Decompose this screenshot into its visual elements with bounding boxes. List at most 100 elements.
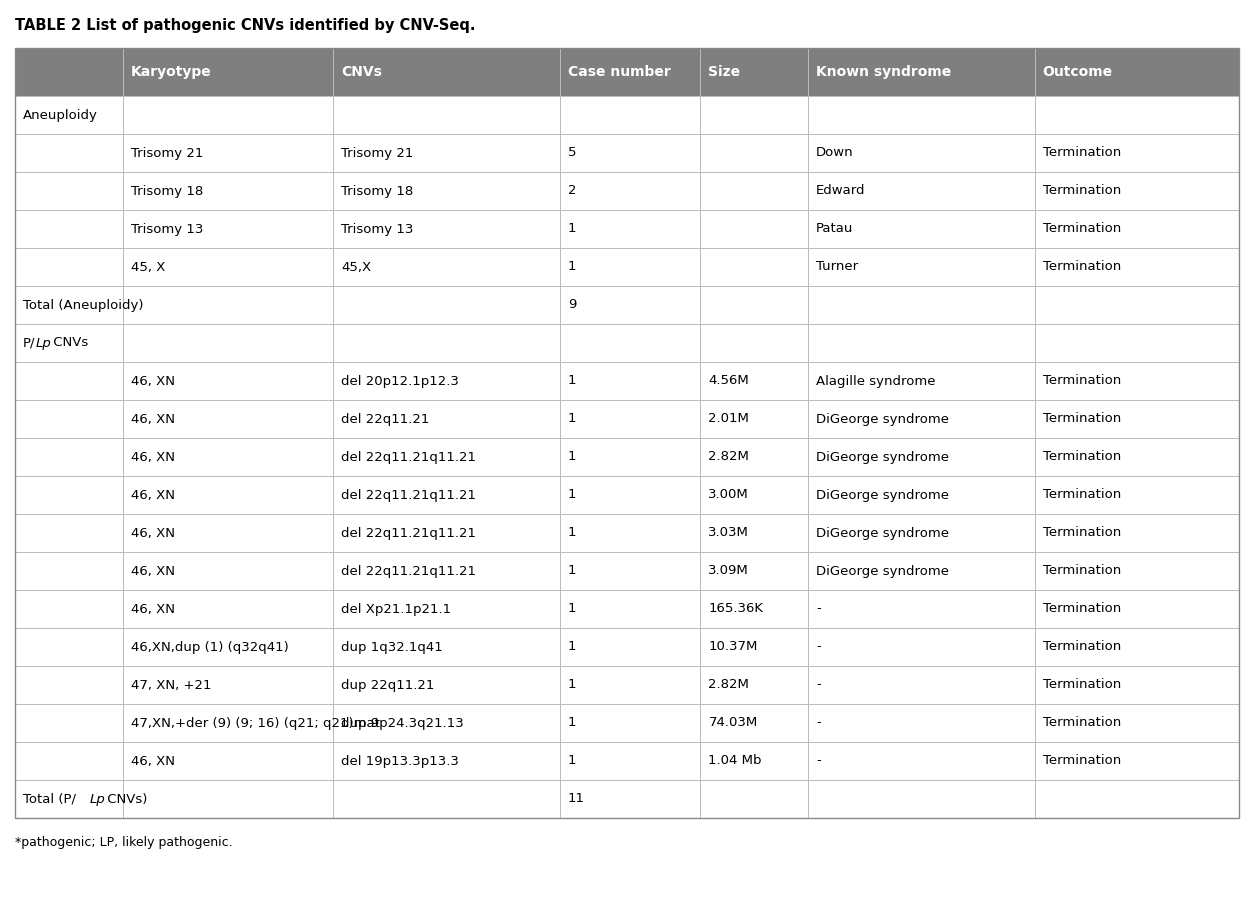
Bar xyxy=(701,96,808,134)
Bar xyxy=(334,552,559,590)
Bar xyxy=(808,628,1035,666)
Bar xyxy=(559,628,701,666)
Text: TABLE 2 List of pathogenic CNVs identified by CNV-Seq.: TABLE 2 List of pathogenic CNVs identifi… xyxy=(15,18,475,33)
Bar xyxy=(15,666,123,704)
Bar xyxy=(559,666,701,704)
Text: dup 9p24.3q21.13: dup 9p24.3q21.13 xyxy=(341,716,464,729)
Bar xyxy=(808,286,1035,324)
Text: Termination: Termination xyxy=(1042,489,1121,501)
Bar xyxy=(701,324,808,362)
Bar xyxy=(15,476,123,514)
Text: 1: 1 xyxy=(568,489,576,501)
Text: del 22q11.21q11.21: del 22q11.21q11.21 xyxy=(341,489,477,501)
Bar xyxy=(701,48,808,96)
Text: -: - xyxy=(816,602,821,616)
Bar xyxy=(15,628,123,666)
Bar xyxy=(808,476,1035,514)
Bar xyxy=(334,172,559,210)
Bar xyxy=(334,476,559,514)
Bar xyxy=(1035,742,1239,780)
Bar xyxy=(808,172,1035,210)
Bar xyxy=(334,210,559,248)
Bar xyxy=(808,514,1035,552)
Text: del 19p13.3p13.3: del 19p13.3p13.3 xyxy=(341,755,459,768)
Text: Turner: Turner xyxy=(816,261,858,274)
Text: Termination: Termination xyxy=(1042,450,1121,464)
Text: 1: 1 xyxy=(568,679,576,692)
Text: DiGeorge syndrome: DiGeorge syndrome xyxy=(816,565,949,577)
Text: 45, X: 45, X xyxy=(130,261,166,274)
Bar xyxy=(559,48,701,96)
Bar xyxy=(123,514,334,552)
Bar xyxy=(334,704,559,742)
Bar xyxy=(559,552,701,590)
Bar xyxy=(1035,362,1239,400)
Text: del 22q11.21: del 22q11.21 xyxy=(341,413,430,425)
Bar xyxy=(334,742,559,780)
Bar xyxy=(123,210,334,248)
Text: 47,XN,+der (9) (9; 16) (q21; q21)mat: 47,XN,+der (9) (9; 16) (q21; q21)mat xyxy=(130,716,380,729)
Text: del 22q11.21q11.21: del 22q11.21q11.21 xyxy=(341,565,477,577)
Bar xyxy=(123,552,334,590)
Text: 165.36K: 165.36K xyxy=(709,602,764,616)
Bar xyxy=(808,438,1035,476)
Text: Termination: Termination xyxy=(1042,755,1121,768)
Bar xyxy=(808,666,1035,704)
Bar xyxy=(808,742,1035,780)
Bar xyxy=(123,780,334,818)
Text: 1: 1 xyxy=(568,222,576,235)
Bar xyxy=(15,438,123,476)
Text: Termination: Termination xyxy=(1042,679,1121,692)
Text: Down: Down xyxy=(816,146,854,159)
Bar xyxy=(334,666,559,704)
Bar xyxy=(334,400,559,438)
Text: *pathogenic; LP, likely pathogenic.: *pathogenic; LP, likely pathogenic. xyxy=(15,836,233,849)
Bar xyxy=(334,628,559,666)
Bar xyxy=(334,362,559,400)
Text: 1.04 Mb: 1.04 Mb xyxy=(709,755,762,768)
Bar xyxy=(808,400,1035,438)
Bar xyxy=(559,210,701,248)
Text: del 22q11.21q11.21: del 22q11.21q11.21 xyxy=(341,450,477,464)
Text: 4.56M: 4.56M xyxy=(709,374,749,387)
Bar xyxy=(1035,514,1239,552)
Bar xyxy=(1035,134,1239,172)
Text: Edward: Edward xyxy=(816,185,865,198)
Text: del 22q11.21q11.21: del 22q11.21q11.21 xyxy=(341,526,477,540)
Bar xyxy=(334,48,559,96)
Text: CNVs: CNVs xyxy=(341,65,382,79)
Text: 1: 1 xyxy=(568,374,576,387)
Bar xyxy=(1035,552,1239,590)
Text: -: - xyxy=(816,716,821,729)
Text: Lp: Lp xyxy=(90,792,105,805)
Bar xyxy=(334,438,559,476)
Bar xyxy=(334,514,559,552)
Text: DiGeorge syndrome: DiGeorge syndrome xyxy=(816,526,949,540)
Text: P/: P/ xyxy=(23,337,35,350)
Text: Termination: Termination xyxy=(1042,222,1121,235)
Text: CNVs): CNVs) xyxy=(103,792,148,805)
Text: 11: 11 xyxy=(568,792,584,805)
Bar xyxy=(808,210,1035,248)
Bar xyxy=(15,248,123,286)
Bar xyxy=(1035,96,1239,134)
Bar xyxy=(559,362,701,400)
Bar xyxy=(559,514,701,552)
Bar xyxy=(123,96,334,134)
Bar xyxy=(701,628,808,666)
Text: Trisomy 13: Trisomy 13 xyxy=(130,222,203,235)
Bar xyxy=(1035,628,1239,666)
Bar xyxy=(701,172,808,210)
Bar xyxy=(1035,210,1239,248)
Bar xyxy=(701,514,808,552)
Bar xyxy=(701,286,808,324)
Bar xyxy=(559,476,701,514)
Bar xyxy=(559,742,701,780)
Bar xyxy=(559,286,701,324)
Text: 2: 2 xyxy=(568,185,576,198)
Text: Termination: Termination xyxy=(1042,640,1121,653)
Bar xyxy=(701,248,808,286)
Text: 46, XN: 46, XN xyxy=(130,755,174,768)
Text: 3.00M: 3.00M xyxy=(709,489,749,501)
Bar xyxy=(1035,780,1239,818)
